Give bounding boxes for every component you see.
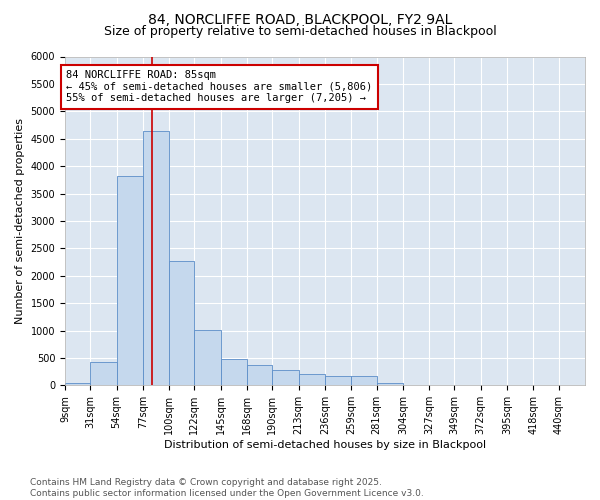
- X-axis label: Distribution of semi-detached houses by size in Blackpool: Distribution of semi-detached houses by …: [164, 440, 486, 450]
- Text: Size of property relative to semi-detached houses in Blackpool: Size of property relative to semi-detach…: [104, 25, 496, 38]
- Bar: [143, 131, 169, 386]
- Bar: [247, 364, 272, 386]
- Bar: [221, 359, 247, 386]
- Bar: [272, 370, 299, 386]
- Text: 84, NORCLIFFE ROAD, BLACKPOOL, FY2 9AL: 84, NORCLIFFE ROAD, BLACKPOOL, FY2 9AL: [148, 12, 452, 26]
- Bar: [325, 376, 352, 386]
- Text: Contains HM Land Registry data © Crown copyright and database right 2025.
Contai: Contains HM Land Registry data © Crown c…: [30, 478, 424, 498]
- Bar: [429, 385, 454, 386]
- Text: 84 NORCLIFFE ROAD: 85sqm
← 45% of semi-detached houses are smaller (5,806)
55% o: 84 NORCLIFFE ROAD: 85sqm ← 45% of semi-d…: [66, 70, 373, 103]
- Bar: [299, 374, 325, 386]
- Bar: [403, 385, 429, 386]
- Bar: [90, 362, 116, 386]
- Y-axis label: Number of semi-detached properties: Number of semi-detached properties: [15, 118, 25, 324]
- Bar: [116, 176, 143, 386]
- Bar: [169, 262, 194, 386]
- Bar: [377, 382, 403, 386]
- Bar: [352, 376, 377, 386]
- Bar: [194, 330, 221, 386]
- Bar: [65, 382, 90, 386]
